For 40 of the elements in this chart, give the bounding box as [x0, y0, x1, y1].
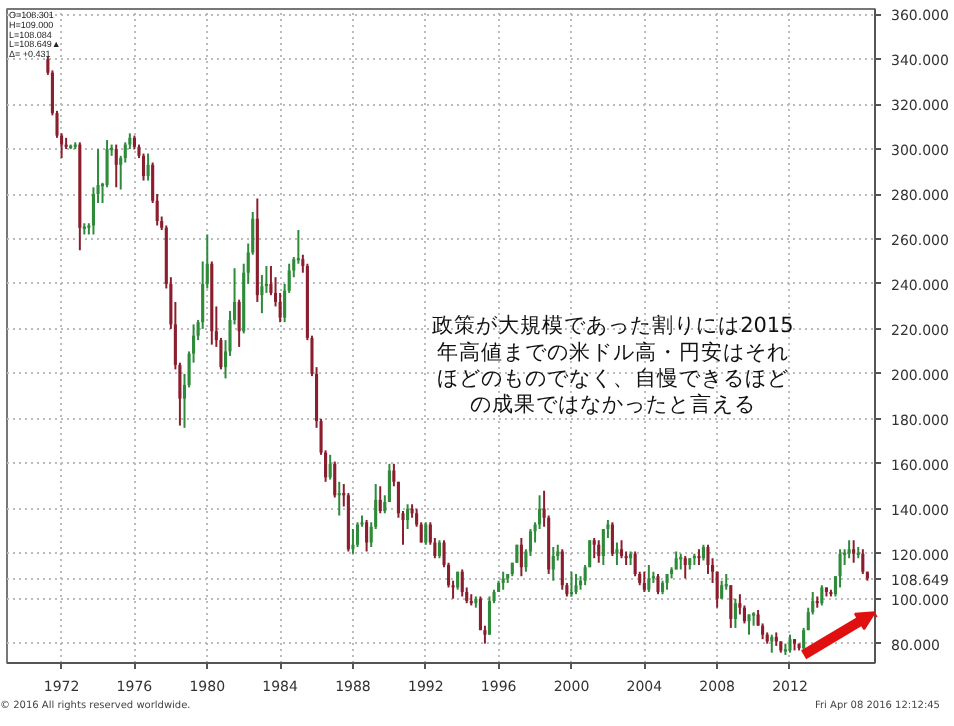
candlestick [601, 528, 605, 566]
candlestick [597, 539, 601, 564]
candlestick [260, 273, 264, 315]
candlestick [560, 548, 564, 591]
annotation: 政策が大規模であった割りには2015年高値までの米ドル高・円安はそれほどのものでなく、自慢できるほどの成果ではなかったと言える [432, 312, 794, 418]
candlestick [820, 584, 824, 607]
candlestick [706, 543, 710, 575]
candlestick [333, 460, 337, 499]
candlestick [861, 548, 865, 575]
candlestick [487, 595, 492, 636]
candlestick [406, 503, 410, 531]
candlestick [146, 152, 150, 182]
candlestick [697, 548, 701, 566]
candlestick [365, 519, 369, 553]
candlestick [729, 584, 733, 629]
candlestick [592, 537, 596, 560]
candlestick [656, 572, 660, 596]
candlestick [615, 541, 619, 566]
candlestick [378, 485, 382, 515]
candlestick [114, 143, 118, 189]
candlestick [733, 597, 737, 629]
candlestick [519, 537, 523, 578]
candlestick [424, 521, 428, 546]
candlestick [574, 572, 578, 596]
candlestick [647, 563, 651, 593]
candlestick [747, 613, 751, 636]
candlestick [551, 545, 555, 582]
candlestick [633, 550, 637, 578]
candlestick [852, 539, 856, 564]
candlestick [351, 528, 355, 555]
candlestick [642, 570, 646, 593]
candlestick [460, 568, 464, 598]
candlestick [683, 554, 687, 580]
candlestick [355, 521, 360, 548]
candlestick [838, 548, 842, 589]
candlestick [328, 453, 332, 481]
candlestick [237, 298, 241, 348]
candlestick [738, 593, 742, 616]
candlestick [610, 521, 614, 557]
candlestick [141, 152, 146, 182]
